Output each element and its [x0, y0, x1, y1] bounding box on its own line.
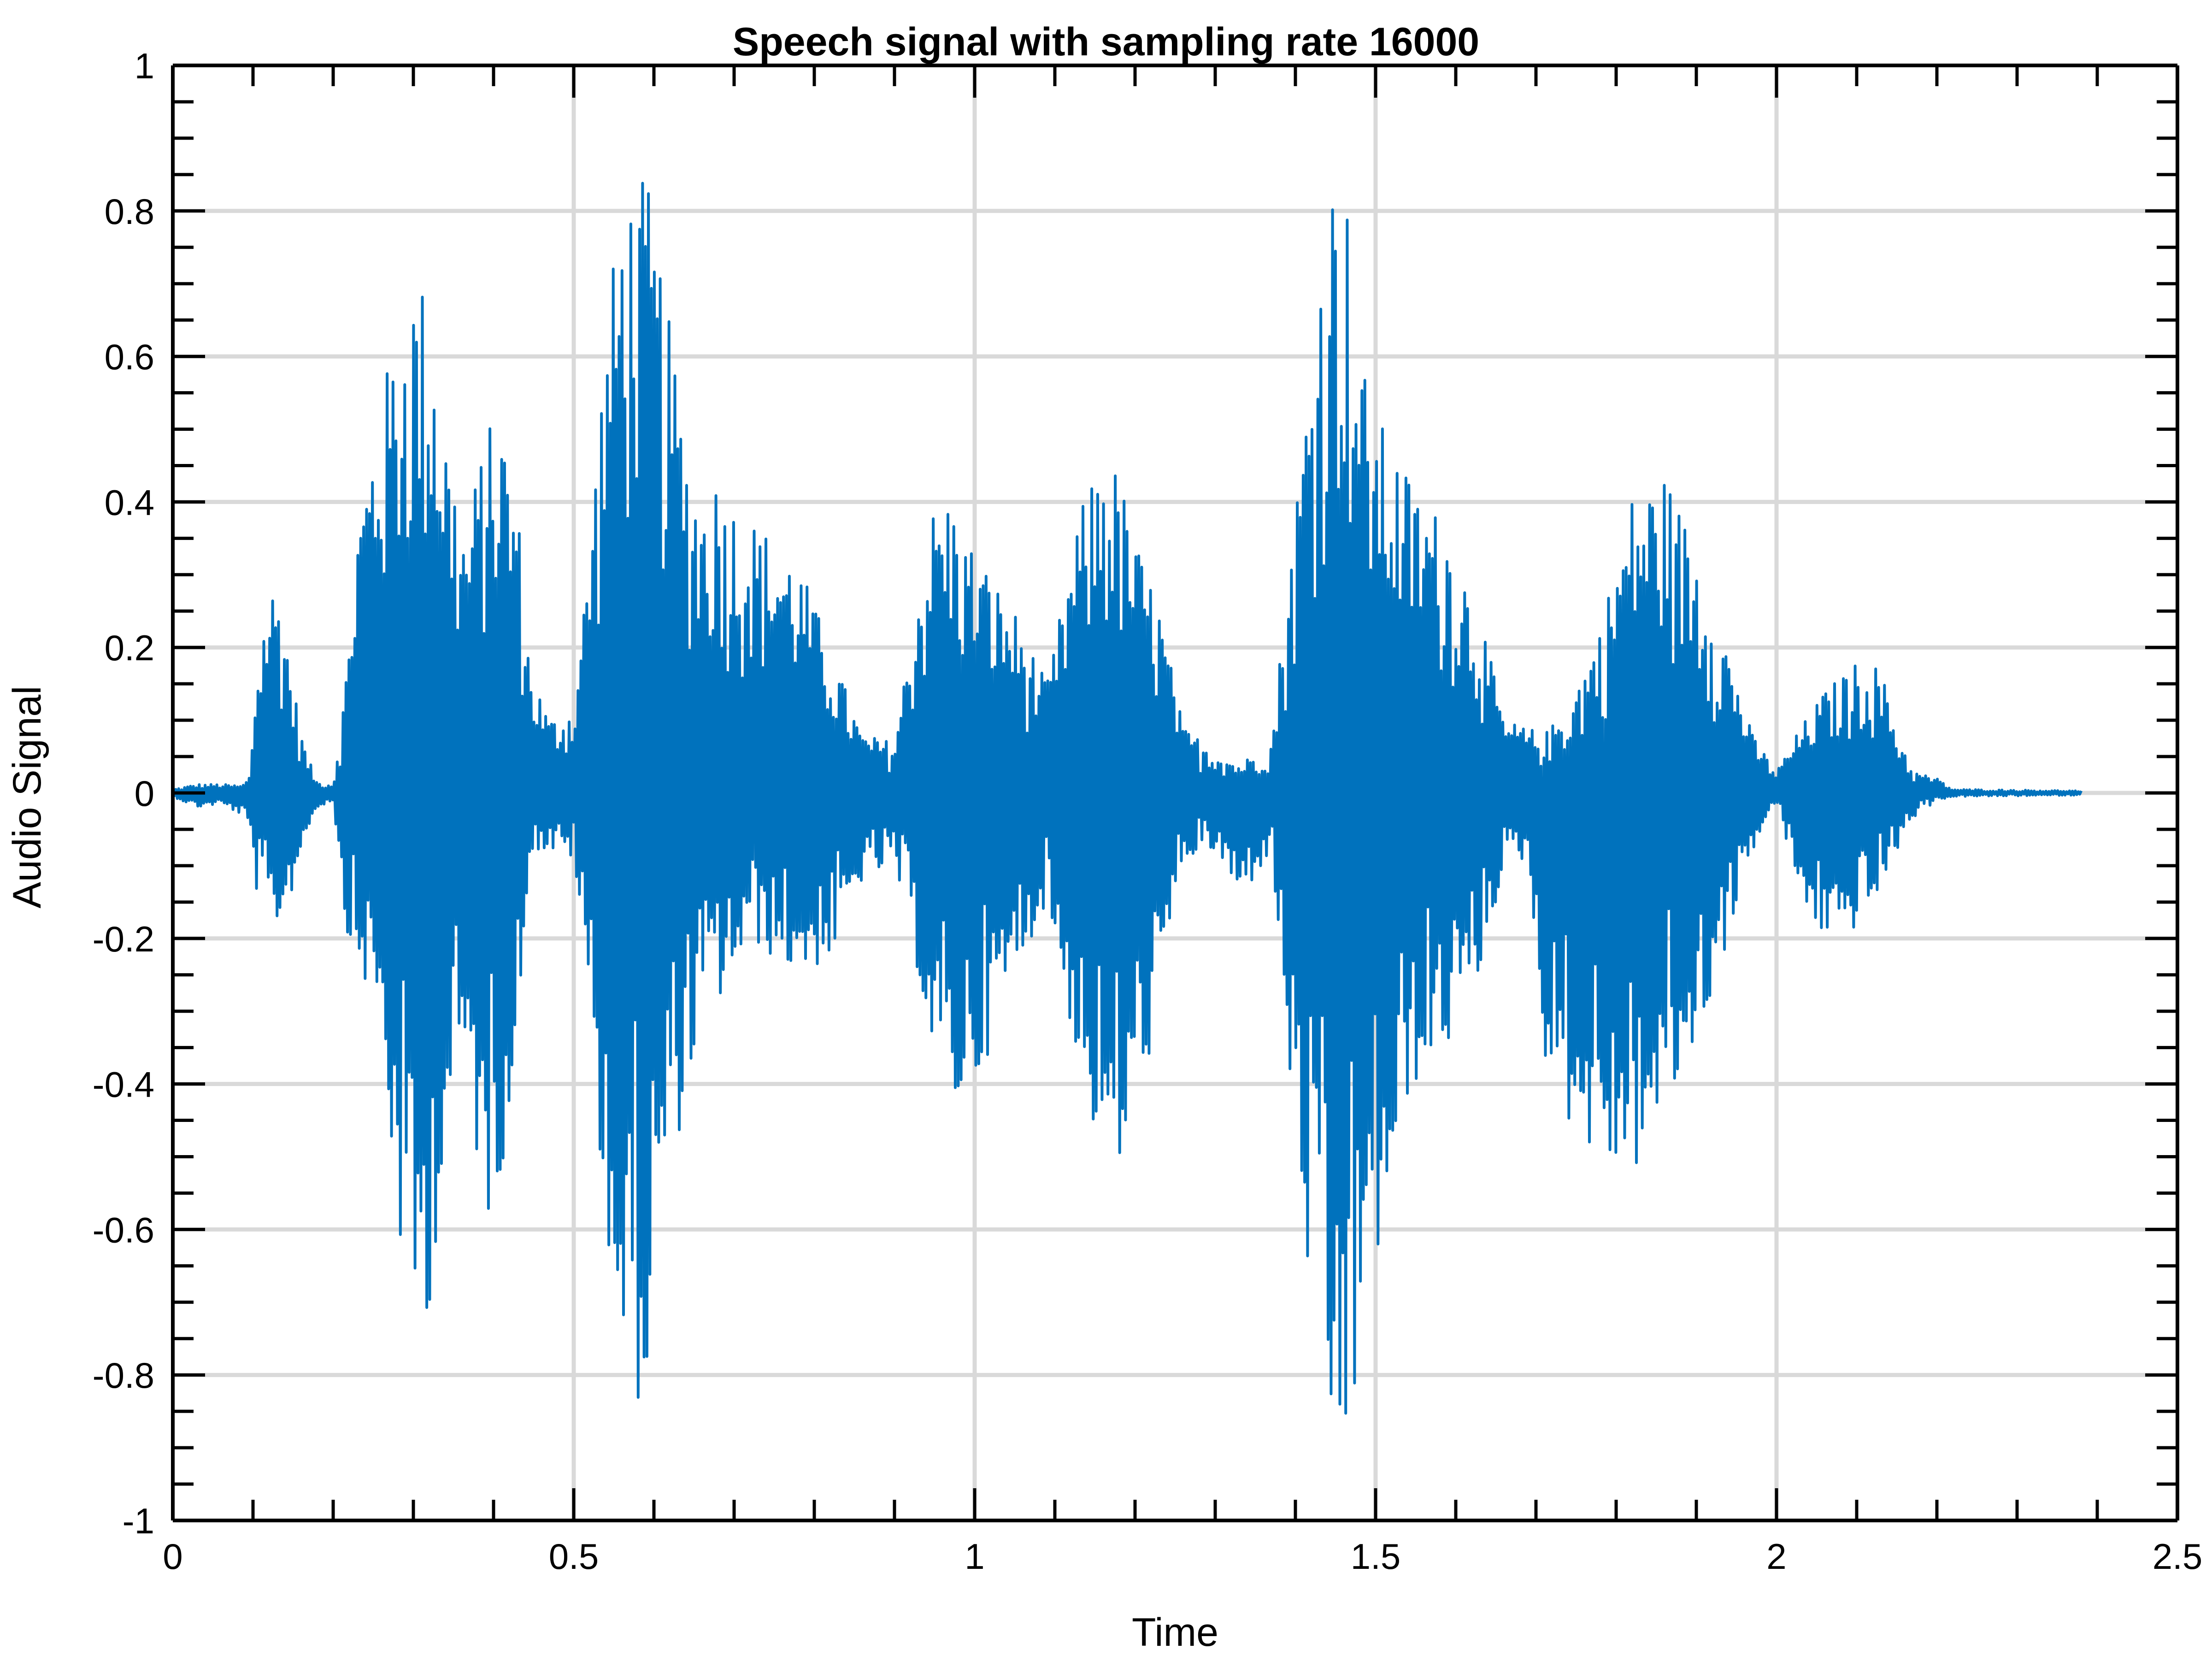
x-tick-label: 1	[965, 1536, 984, 1577]
y-tick-label: -0.4	[93, 1064, 154, 1105]
y-tick-label: 0	[135, 773, 154, 814]
chart-title: Speech signal with sampling rate 16000	[733, 20, 1479, 64]
x-tick-label: 0	[163, 1536, 182, 1577]
y-tick-labels: 1 0.8 0.6 0.4 0.2 0 -0.2 -0.4 -0.6 -0.8 -1	[93, 46, 154, 1541]
y-tick-label: 0.8	[105, 191, 154, 232]
y-tick-label: 0.2	[105, 628, 154, 668]
x-tick-label: 0.5	[549, 1536, 599, 1577]
x-tick-label: 2	[1766, 1536, 1786, 1577]
y-tick-label: 0.6	[105, 337, 154, 377]
y-tick-label: -0.8	[93, 1355, 154, 1396]
y-axis-label: Audio Signal	[5, 686, 49, 909]
y-tick-label: -1	[123, 1501, 154, 1541]
axes	[171, 64, 2179, 1522]
x-axis-label: Time	[1132, 1610, 1218, 1655]
x-tick-labels: 0 0.5 1 1.5 2 2.5	[163, 1536, 2202, 1577]
x-tick-label: 1.5	[1351, 1536, 1400, 1577]
signal-line	[171, 182, 2083, 1415]
x-tick-label: 2.5	[2153, 1536, 2202, 1577]
signal-series	[171, 182, 2083, 1415]
y-tick-label: -0.2	[93, 919, 154, 959]
y-tick-label: -0.6	[93, 1209, 154, 1250]
y-tick-label: 1	[135, 46, 154, 86]
y-tick-label: 0.4	[105, 482, 154, 522]
